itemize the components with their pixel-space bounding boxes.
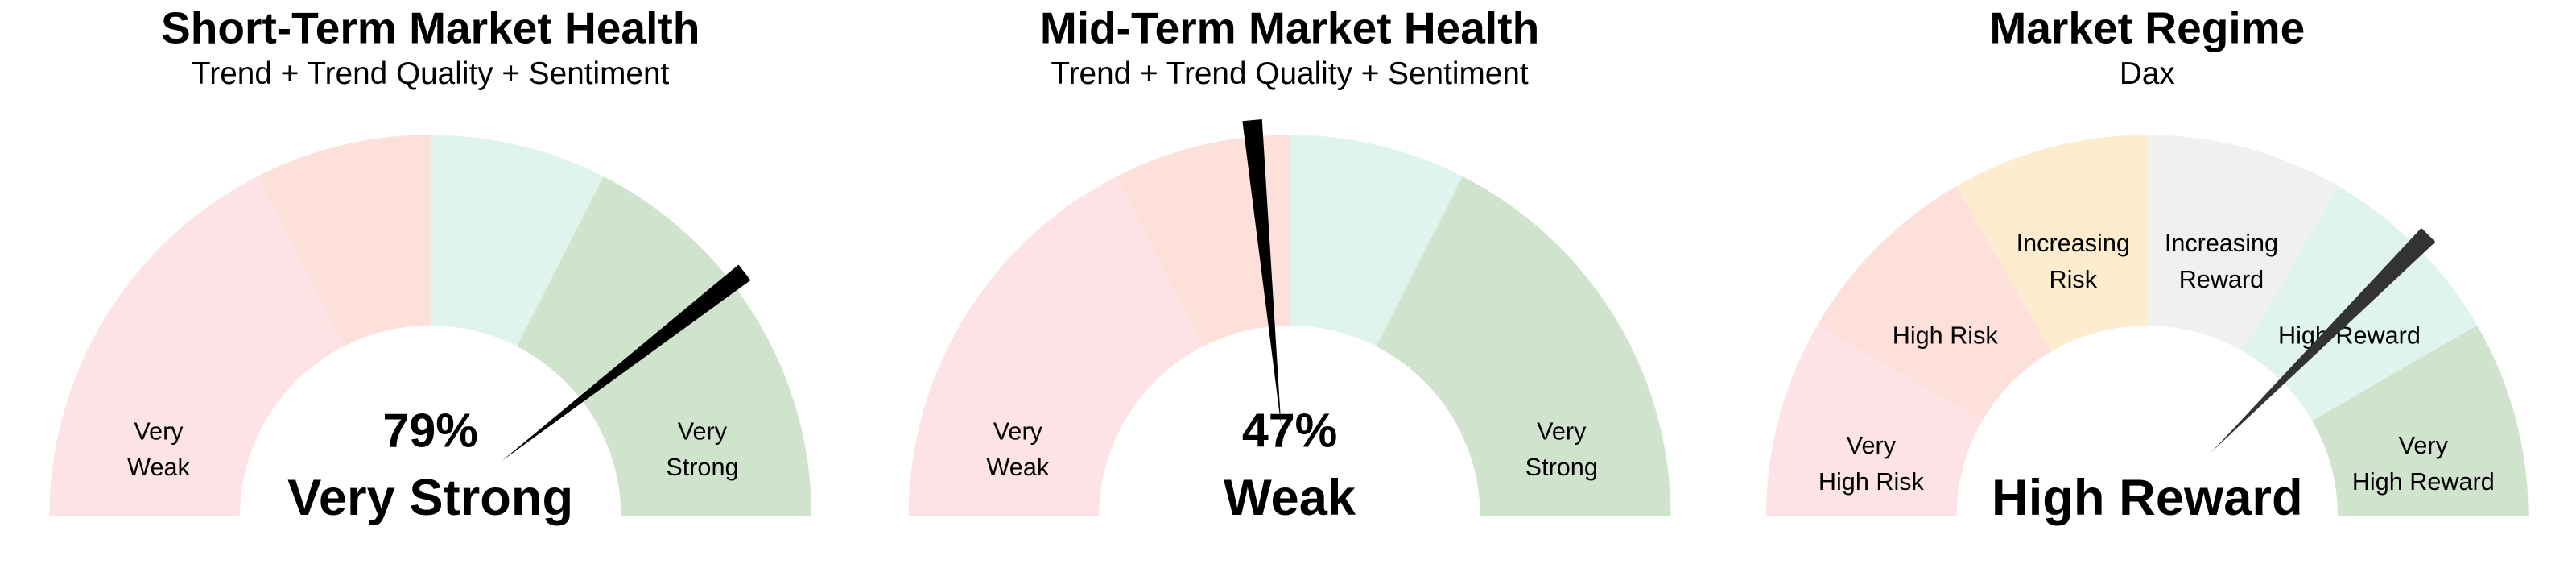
- gauge-segment: [430, 135, 604, 346]
- needle: [1242, 118, 1282, 427]
- gauge-segment: [257, 135, 431, 346]
- gauge-title: Mid-Term Market Health: [1040, 2, 1539, 52]
- segment-label: Weak: [127, 454, 190, 481]
- value-label: 79%: [382, 403, 477, 457]
- segment-label: High Risk: [1818, 468, 1925, 496]
- segment-label: High Reward: [2352, 468, 2495, 496]
- segment-label: Very: [2399, 432, 2449, 459]
- value-label: 47%: [1242, 403, 1337, 457]
- segment-label: Very: [1537, 417, 1587, 445]
- gauge-segment: [1817, 186, 2052, 421]
- gauge-subtitle: Trend + Trend Quality + Sentiment: [192, 56, 670, 91]
- segment-label: Increasing: [2017, 230, 2130, 257]
- segment-label: Very: [678, 417, 728, 445]
- segment-label: Strong: [666, 454, 738, 481]
- gauge-segment: [1376, 176, 1671, 516]
- gauge-segment: [1117, 135, 1290, 346]
- center-label: Weak: [1224, 470, 1356, 526]
- gauge-segment: [2312, 325, 2529, 516]
- gauge-subtitle: Dax: [2120, 56, 2175, 91]
- gauge: Mid-Term Market Health Trend + Trend Qual…: [908, 2, 1671, 526]
- segment-label: Risk: [2050, 266, 2098, 293]
- center-label: High Reward: [1992, 470, 2303, 526]
- segment-label: Very: [134, 417, 184, 445]
- segment-label: Strong: [1525, 454, 1598, 481]
- gauge-title: Market Regime: [1989, 2, 2305, 52]
- gauge: Market Regime Dax Very High Risk High Risk In…: [1765, 2, 2529, 526]
- segment-label: Weak: [986, 454, 1049, 481]
- gauge-segment: [1765, 325, 1983, 516]
- gauge-segment: [1956, 135, 2148, 351]
- center-label: Very Strong: [287, 470, 573, 526]
- gauge: Short-Term Market Health Trend + Trend Qu…: [49, 2, 812, 526]
- gauge-title: Short-Term Market Health: [161, 2, 700, 52]
- segment-label: High Risk: [1893, 321, 1999, 349]
- gauge-subtitle: Trend + Trend Quality + Sentiment: [1051, 56, 1529, 91]
- gauge-segment: [1290, 135, 1463, 346]
- segment-label: Very: [993, 417, 1043, 445]
- gauge-segment: [49, 176, 345, 516]
- gauge-segment: [2147, 135, 2339, 351]
- gauge-segment: [908, 176, 1203, 516]
- segment-label: Increasing: [2165, 230, 2278, 257]
- needle: [502, 264, 751, 462]
- gauge-segment: [517, 176, 812, 516]
- segment-label: Very: [1847, 432, 1897, 459]
- segment-label: Reward: [2179, 266, 2264, 293]
- segment-label: High Reward: [2278, 321, 2421, 349]
- needle: [2211, 227, 2436, 453]
